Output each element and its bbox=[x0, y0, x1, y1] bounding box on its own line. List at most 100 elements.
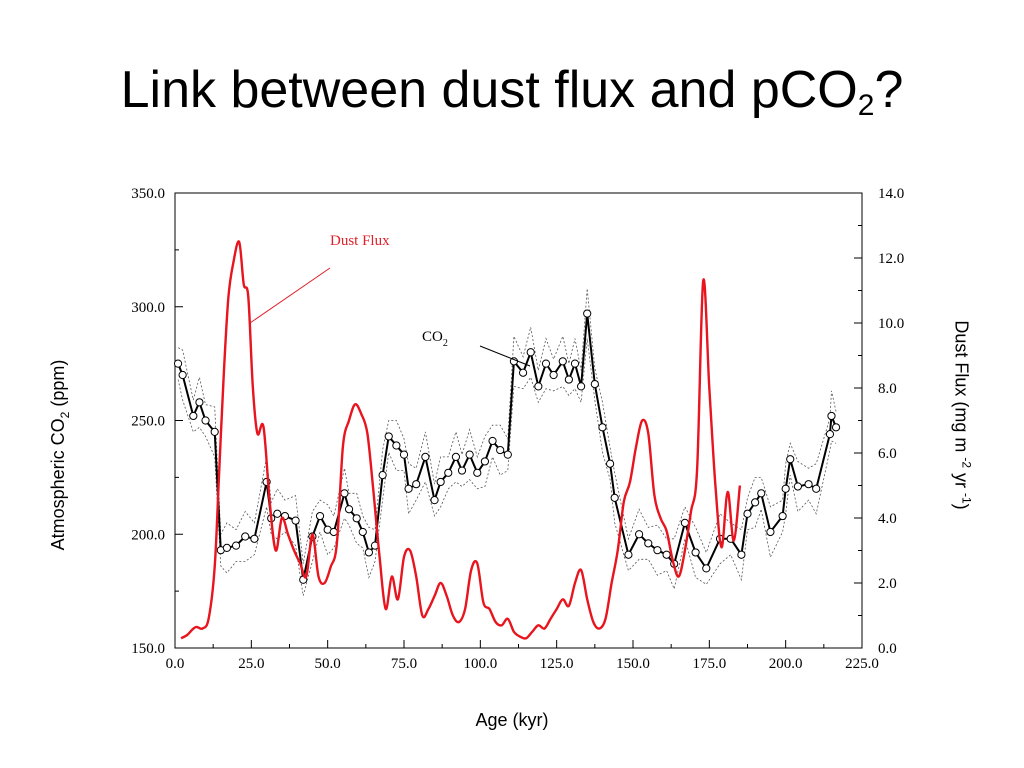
y-left-label-end: (ppm) bbox=[48, 359, 69, 412]
co2-point bbox=[662, 550, 671, 559]
co2-point bbox=[451, 452, 461, 461]
co2-point bbox=[465, 450, 474, 459]
y-right-label-sup2: -1 bbox=[959, 493, 974, 504]
co2-point bbox=[480, 457, 490, 466]
co2-point bbox=[743, 509, 752, 518]
title-subscript: 2 bbox=[857, 89, 875, 122]
x-tick-label: 50.0 bbox=[315, 656, 341, 672]
co2-series-line bbox=[177, 313, 837, 581]
co2-annotation: CO2 bbox=[422, 329, 448, 349]
x-tick-label: 125.0 bbox=[540, 656, 574, 672]
dust-flux-annotation: Dust Flux bbox=[330, 233, 390, 249]
co2-point bbox=[576, 382, 586, 391]
title-main: Link between dust flux and pCO bbox=[120, 61, 858, 119]
y-right-tick-label: 14.0 bbox=[878, 186, 904, 202]
y-right-tick-label: 12.0 bbox=[878, 251, 904, 267]
y-left-tick-label: 350.0 bbox=[131, 186, 165, 202]
y-axis-left-label: Atmospheric CO2 (ppm) bbox=[48, 360, 72, 551]
co2-point bbox=[315, 511, 325, 521]
co2-point bbox=[702, 564, 711, 573]
co2-point bbox=[329, 527, 338, 537]
co2-point bbox=[518, 368, 528, 377]
co2-point bbox=[825, 430, 835, 439]
co2-point bbox=[201, 416, 210, 425]
co2-point bbox=[653, 546, 662, 555]
co2-point bbox=[624, 550, 633, 559]
co2-point bbox=[241, 532, 250, 541]
co2-point bbox=[444, 468, 453, 477]
x-tick-label: 200.0 bbox=[769, 656, 803, 672]
y-right-tick-label: 0.0 bbox=[878, 641, 897, 657]
co2-point bbox=[804, 480, 813, 489]
y-right-tick-label: 8.0 bbox=[878, 381, 897, 397]
co2-point bbox=[250, 534, 259, 543]
co2-point bbox=[378, 471, 387, 480]
co2-annotation-subscript: 2 bbox=[443, 338, 448, 349]
co2-point bbox=[436, 477, 445, 487]
co2-point bbox=[231, 541, 241, 550]
x-tick-label: 100.0 bbox=[463, 656, 497, 672]
y-left-label-subscript: 2 bbox=[57, 411, 72, 419]
co2-point bbox=[503, 450, 512, 459]
y-right-label-end: ) bbox=[951, 503, 972, 510]
dust-flux-annotation-pointer bbox=[249, 267, 331, 324]
co2-point bbox=[195, 398, 204, 407]
x-tick-label: 75.0 bbox=[391, 656, 417, 672]
co2-point bbox=[457, 466, 467, 475]
co2-point bbox=[430, 496, 439, 505]
co2-point bbox=[344, 505, 354, 514]
co2-point bbox=[751, 498, 760, 507]
co2-point bbox=[352, 514, 361, 523]
co2-point bbox=[421, 452, 430, 461]
co2-point bbox=[399, 450, 409, 459]
x-axis-label: Age (kyr) bbox=[475, 710, 549, 730]
co2-envelope-lower bbox=[177, 338, 837, 596]
co2-point bbox=[831, 423, 841, 432]
slide-title: Link between dust flux and pCO2? bbox=[0, 60, 1024, 123]
y-left-tick-label: 250.0 bbox=[131, 414, 165, 430]
co2-point bbox=[173, 359, 183, 368]
co2-point bbox=[778, 511, 787, 521]
co2-point bbox=[273, 509, 282, 518]
dust-flux-series-line bbox=[180, 240, 742, 640]
x-tick-label: 175.0 bbox=[692, 656, 726, 672]
co2-annotation-main: CO bbox=[422, 329, 443, 345]
co2-point bbox=[558, 357, 567, 366]
x-tick-label: 0.0 bbox=[166, 656, 185, 672]
co2-point bbox=[766, 527, 775, 537]
x-tick-label: 25.0 bbox=[238, 656, 264, 672]
co2-point bbox=[364, 548, 373, 557]
co2-point bbox=[781, 484, 790, 493]
co2-point bbox=[606, 459, 615, 468]
co2-point bbox=[827, 411, 836, 421]
co2-point bbox=[644, 539, 653, 548]
y-left-tick-label: 200.0 bbox=[131, 527, 165, 543]
co2-point bbox=[412, 480, 421, 489]
y-right-tick-label: 4.0 bbox=[878, 511, 897, 527]
x-tick-label: 225.0 bbox=[845, 656, 879, 672]
co2-point bbox=[583, 309, 592, 318]
co2-point bbox=[610, 493, 619, 502]
y-left-tick-label: 300.0 bbox=[131, 300, 165, 316]
y-right-tick-label: 6.0 bbox=[878, 446, 897, 462]
plot-frame bbox=[174, 192, 863, 649]
y-right-label-main: Dust Flux (mg m bbox=[951, 320, 972, 458]
co2-point bbox=[549, 370, 558, 380]
co2-point bbox=[340, 489, 349, 498]
y-axis-right-label: Dust Flux (mg m -2 yr -1) bbox=[951, 320, 974, 509]
co2-point bbox=[737, 550, 746, 559]
co2-point bbox=[541, 359, 551, 368]
co2-point bbox=[812, 484, 821, 493]
co2-point bbox=[635, 530, 644, 539]
y-right-tick-label: 2.0 bbox=[878, 576, 897, 592]
title-end: ? bbox=[874, 61, 904, 119]
co2-point bbox=[526, 348, 535, 357]
co2-point bbox=[222, 543, 232, 553]
co2-point bbox=[680, 518, 690, 527]
y-left-tick-label: 150.0 bbox=[131, 641, 165, 657]
co2-point bbox=[384, 432, 393, 441]
co2-point bbox=[189, 411, 198, 421]
co2-point bbox=[691, 548, 700, 557]
